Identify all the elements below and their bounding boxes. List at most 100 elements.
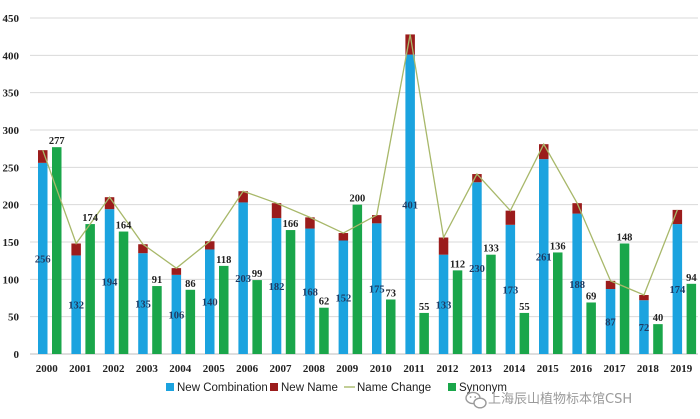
bar-synonym — [386, 299, 396, 354]
data-label-new-combination: 174 — [669, 285, 686, 296]
bars — [38, 34, 697, 354]
data-label-new-combination: 152 — [335, 293, 351, 304]
x-tick-label: 2016 — [570, 363, 593, 375]
x-tick-label: 2017 — [604, 363, 627, 375]
bar-new-name — [38, 150, 48, 163]
x-tick-label: 2019 — [670, 363, 693, 375]
bar-synonym — [285, 230, 296, 354]
data-label-synonym: 133 — [483, 244, 499, 255]
data-label-new-combination: 168 — [302, 287, 318, 298]
bar-synonym — [486, 254, 496, 354]
bar-new-name — [205, 241, 215, 250]
legend-label: New Name — [281, 382, 338, 394]
bar-synonym — [219, 265, 229, 354]
legend-swatch — [166, 383, 174, 391]
gridlines — [30, 17, 698, 355]
bar-synonym — [419, 312, 429, 354]
bar-synonym — [452, 270, 463, 354]
bar-synonym — [619, 243, 630, 354]
bar-synonym — [519, 312, 530, 354]
y-tick-label: 350 — [3, 88, 20, 100]
x-tick-label: 2006 — [236, 363, 259, 375]
bar-synonym — [586, 302, 596, 354]
data-label-synonym: 174 — [82, 213, 99, 224]
bar-synonym — [553, 252, 563, 354]
x-tick-label: 2018 — [637, 363, 660, 375]
bar-synonym — [185, 289, 196, 354]
x-tick-label: 2009 — [336, 363, 359, 375]
data-label-synonym: 73 — [386, 288, 397, 299]
data-label-new-combination: 182 — [269, 282, 285, 293]
x-tick-label: 2013 — [470, 363, 493, 375]
bar-new-combination — [438, 254, 449, 354]
data-label-new-combination: 135 — [135, 300, 151, 311]
data-label-synonym: 136 — [550, 241, 566, 252]
x-tick-label: 2014 — [503, 363, 526, 375]
data-label-synonym: 277 — [49, 136, 65, 147]
bar-new-combination — [639, 300, 649, 354]
data-label-synonym: 112 — [450, 259, 465, 270]
legend-label: New Combination — [177, 382, 268, 394]
bar-new-name — [505, 210, 516, 225]
data-label-new-combination: 173 — [502, 285, 518, 296]
bar-new-name — [639, 295, 649, 301]
legend: New Combination New Name Name Change Synony… — [166, 382, 507, 394]
x-tick-label: 2004 — [169, 363, 192, 375]
x-tick-label: 2002 — [103, 363, 126, 375]
legend-swatch — [448, 383, 456, 391]
legend-swatch — [270, 383, 278, 391]
bar-new-name — [672, 209, 683, 225]
bar-synonym — [653, 324, 663, 354]
bar-synonym — [152, 286, 162, 354]
data-label-new-combination: 256 — [35, 254, 51, 265]
bar-new-name — [472, 174, 482, 183]
line-name-change — [42, 34, 678, 296]
data-label-new-combination: 106 — [168, 310, 184, 321]
bar-new-combination — [605, 289, 616, 354]
bar-new-name — [104, 197, 115, 210]
data-label-new-combination: 230 — [469, 264, 485, 275]
data-label-synonym: 99 — [252, 269, 263, 280]
data-labels: 256 277 132 174 194 164 135 91 106 86 140 118 203 99 1… — [35, 136, 697, 334]
bar-new-combination — [405, 54, 415, 354]
data-label-new-combination: 87 — [605, 318, 616, 329]
legend-label: Name Change — [357, 382, 431, 394]
data-label-synonym: 86 — [185, 279, 196, 290]
data-label-synonym: 200 — [349, 194, 365, 205]
bar-new-combination — [238, 202, 248, 354]
data-label-synonym: 164 — [116, 221, 133, 232]
bar-synonym — [686, 283, 697, 354]
x-tick-label: 2001 — [69, 363, 91, 375]
bar-new-combination — [138, 253, 148, 354]
bar-new-combination — [271, 218, 282, 354]
bar-synonym — [319, 307, 329, 354]
bar-new-name — [138, 244, 148, 254]
name-change-line — [42, 34, 678, 296]
bar-new-name — [405, 34, 415, 55]
x-tick-label: 2003 — [136, 363, 159, 375]
y-tick-label: 250 — [3, 162, 20, 174]
y-tick-label: 100 — [3, 274, 20, 286]
bar-new-name — [238, 191, 248, 203]
bar-new-name — [572, 203, 582, 214]
x-tick-label: 2010 — [370, 363, 393, 375]
x-tick-label: 2005 — [203, 363, 226, 375]
x-tick-label: 2011 — [403, 363, 424, 375]
x-tick-label: 2015 — [537, 363, 560, 375]
bar-new-combination — [572, 213, 582, 354]
bar-new-combination — [71, 255, 81, 354]
bar-new-name — [338, 233, 349, 241]
x-tick-label: 2012 — [437, 363, 460, 375]
data-label-new-combination: 132 — [68, 301, 84, 312]
bar-new-name — [171, 268, 182, 275]
data-label-synonym: 40 — [653, 313, 664, 324]
data-label-new-combination: 401 — [402, 200, 418, 211]
bar-synonym — [352, 204, 363, 354]
bar-new-combination — [472, 182, 482, 354]
data-label-synonym: 62 — [319, 297, 330, 308]
bar-new-name — [271, 203, 282, 219]
y-tick-label: 200 — [3, 200, 20, 212]
bar-new-combination — [372, 223, 382, 354]
bar-new-name — [305, 217, 315, 229]
bar-new-combination — [505, 224, 516, 354]
